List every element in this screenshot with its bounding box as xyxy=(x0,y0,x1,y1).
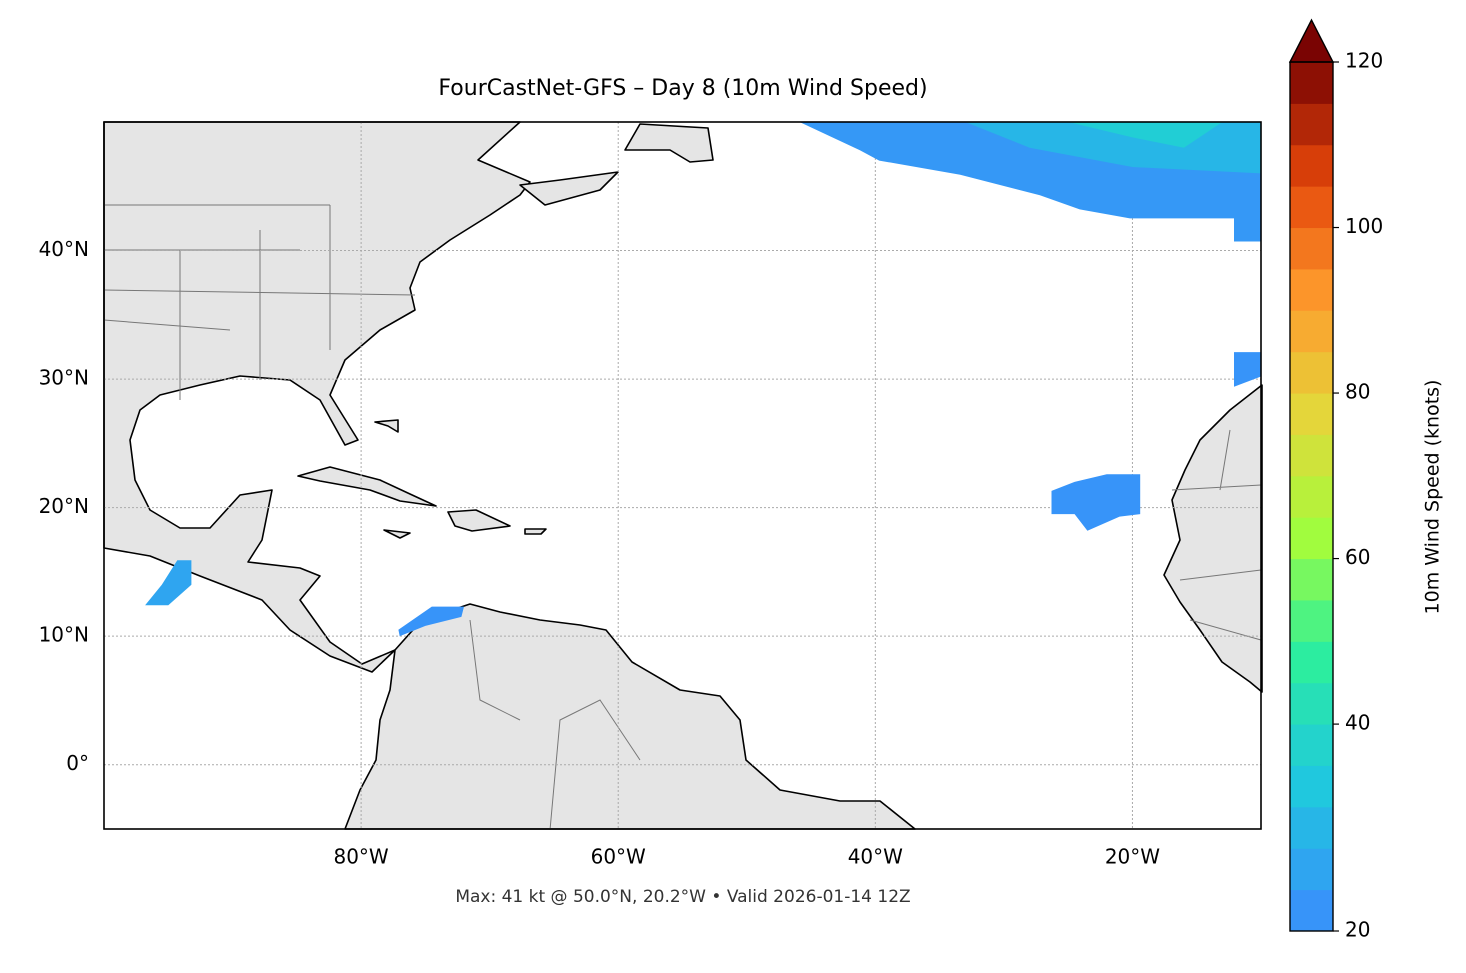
hispaniola xyxy=(447,509,511,532)
borders xyxy=(103,204,1262,831)
colorbar-level xyxy=(1290,268,1333,311)
land xyxy=(103,121,1263,831)
colorbar-level xyxy=(1290,889,1333,932)
y-tick-label: 30°N xyxy=(39,366,89,390)
colorbar-level xyxy=(1290,765,1333,808)
colorbar-level xyxy=(1290,806,1333,849)
colorbar-level xyxy=(1290,558,1333,601)
puerto-rico xyxy=(524,528,547,535)
wind-area xyxy=(398,606,464,637)
africa xyxy=(1163,384,1263,693)
plot-frame xyxy=(103,121,1262,830)
colorbar-level xyxy=(1290,475,1333,518)
y-tick-label: 10°N xyxy=(39,623,89,647)
colorbar-level xyxy=(1290,682,1333,725)
colorbar-level xyxy=(1290,599,1333,642)
newfoundland xyxy=(624,123,714,163)
colorbar-level xyxy=(1290,103,1333,146)
colorbar-level xyxy=(1290,144,1333,187)
colorbar-level xyxy=(1290,434,1333,477)
jamaica xyxy=(383,529,411,539)
colorbar-level xyxy=(1290,848,1333,891)
colorbar-level xyxy=(1290,724,1333,766)
wind-area xyxy=(1234,352,1261,387)
colorbar-level xyxy=(1290,393,1333,435)
y-tick-label: 40°N xyxy=(39,237,89,261)
cuba xyxy=(297,466,437,507)
colorbar-level xyxy=(1290,641,1333,684)
colorbar-tick-label: 100 xyxy=(1345,214,1383,238)
colorbar-level xyxy=(1290,310,1333,353)
x-tick-label: 40°W xyxy=(848,845,903,869)
colorbar-label: 10m Wind Speed (knots) xyxy=(1422,380,1444,615)
footer: Max: 41 kt @ 50.0°N, 20.2°W • Valid 2026… xyxy=(455,887,910,907)
x-tick-label: 80°W xyxy=(333,845,388,869)
x-tick-label: 20°W xyxy=(1105,845,1160,869)
chart-title: FourCastNet-GFS – Day 8 (10m Wind Speed) xyxy=(438,76,927,101)
wind-area xyxy=(145,560,192,606)
nova-scotia xyxy=(519,171,619,206)
x-tick-label: 60°W xyxy=(591,845,646,869)
wind-area xyxy=(1051,474,1141,531)
colorbar-frame xyxy=(1289,61,1334,932)
colorbar-level xyxy=(1290,517,1333,560)
colorbar-tick-label: 40 xyxy=(1345,711,1370,735)
bahamas xyxy=(374,419,399,433)
colorbar-tick-label: 60 xyxy=(1345,545,1370,569)
south-america xyxy=(344,603,916,830)
colorbar-tick-label: 20 xyxy=(1345,918,1370,942)
colorbar-level xyxy=(1290,227,1333,270)
colorbar-tick-label: 80 xyxy=(1345,380,1370,404)
north-america xyxy=(103,121,531,673)
y-tick-label: 20°N xyxy=(39,494,89,518)
colorbar-level xyxy=(1290,62,1333,104)
y-tick-label: 0° xyxy=(66,751,89,775)
colorbar-extend xyxy=(1288,18,1335,63)
colorbar-level xyxy=(1290,351,1333,394)
colorbar-tick-label: 120 xyxy=(1345,49,1383,73)
colorbar-level xyxy=(1290,186,1333,229)
wind-area xyxy=(1068,122,1223,148)
